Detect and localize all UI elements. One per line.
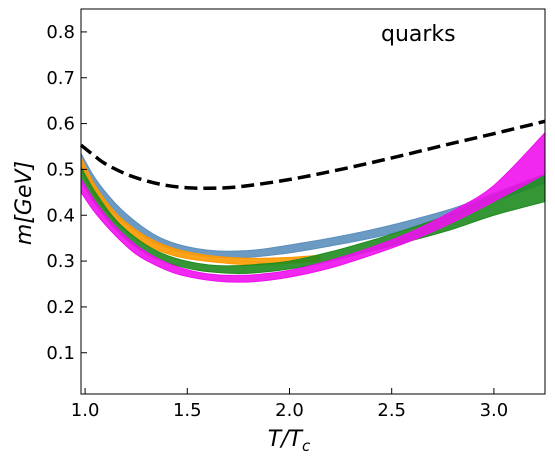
y-tick-label: 0.7 (46, 68, 75, 89)
y-tick-label: 0.1 (46, 343, 75, 364)
x-tick-label: 3.0 (480, 400, 509, 421)
y-tick-label: 0.6 (46, 114, 75, 135)
x-axis-label-base: T/T (268, 427, 304, 452)
y-tick-label: 0.8 (46, 22, 75, 43)
x-ticks: 1.0 1.5 2.0 2.5 3.0 (71, 388, 508, 421)
y-ticks: 0.1 0.2 0.3 0.4 0.5 0.6 0.7 0.8 (46, 22, 87, 364)
y-tick-label: 0.5 (46, 159, 75, 180)
y-tick-label: 0.4 (46, 205, 75, 226)
x-axis-label-sub: c (302, 437, 311, 455)
quarks-annotation: quarks (381, 22, 456, 47)
plot-frame (80, 8, 546, 395)
x-tick-label: 1.5 (173, 400, 202, 421)
mass-bands (80, 131, 546, 283)
dashed-line (79, 119, 546, 191)
x-tick-label: 2.0 (275, 400, 304, 421)
y-tick-label: 0.2 (46, 297, 75, 318)
y-tick-label: 0.3 (46, 251, 75, 272)
x-tick-label: 1.0 (71, 400, 100, 421)
x-axis-label: T/Tc (268, 427, 311, 455)
y-axis-label: m[GeV] (12, 161, 37, 245)
x-tick-label: 2.5 (377, 400, 406, 421)
